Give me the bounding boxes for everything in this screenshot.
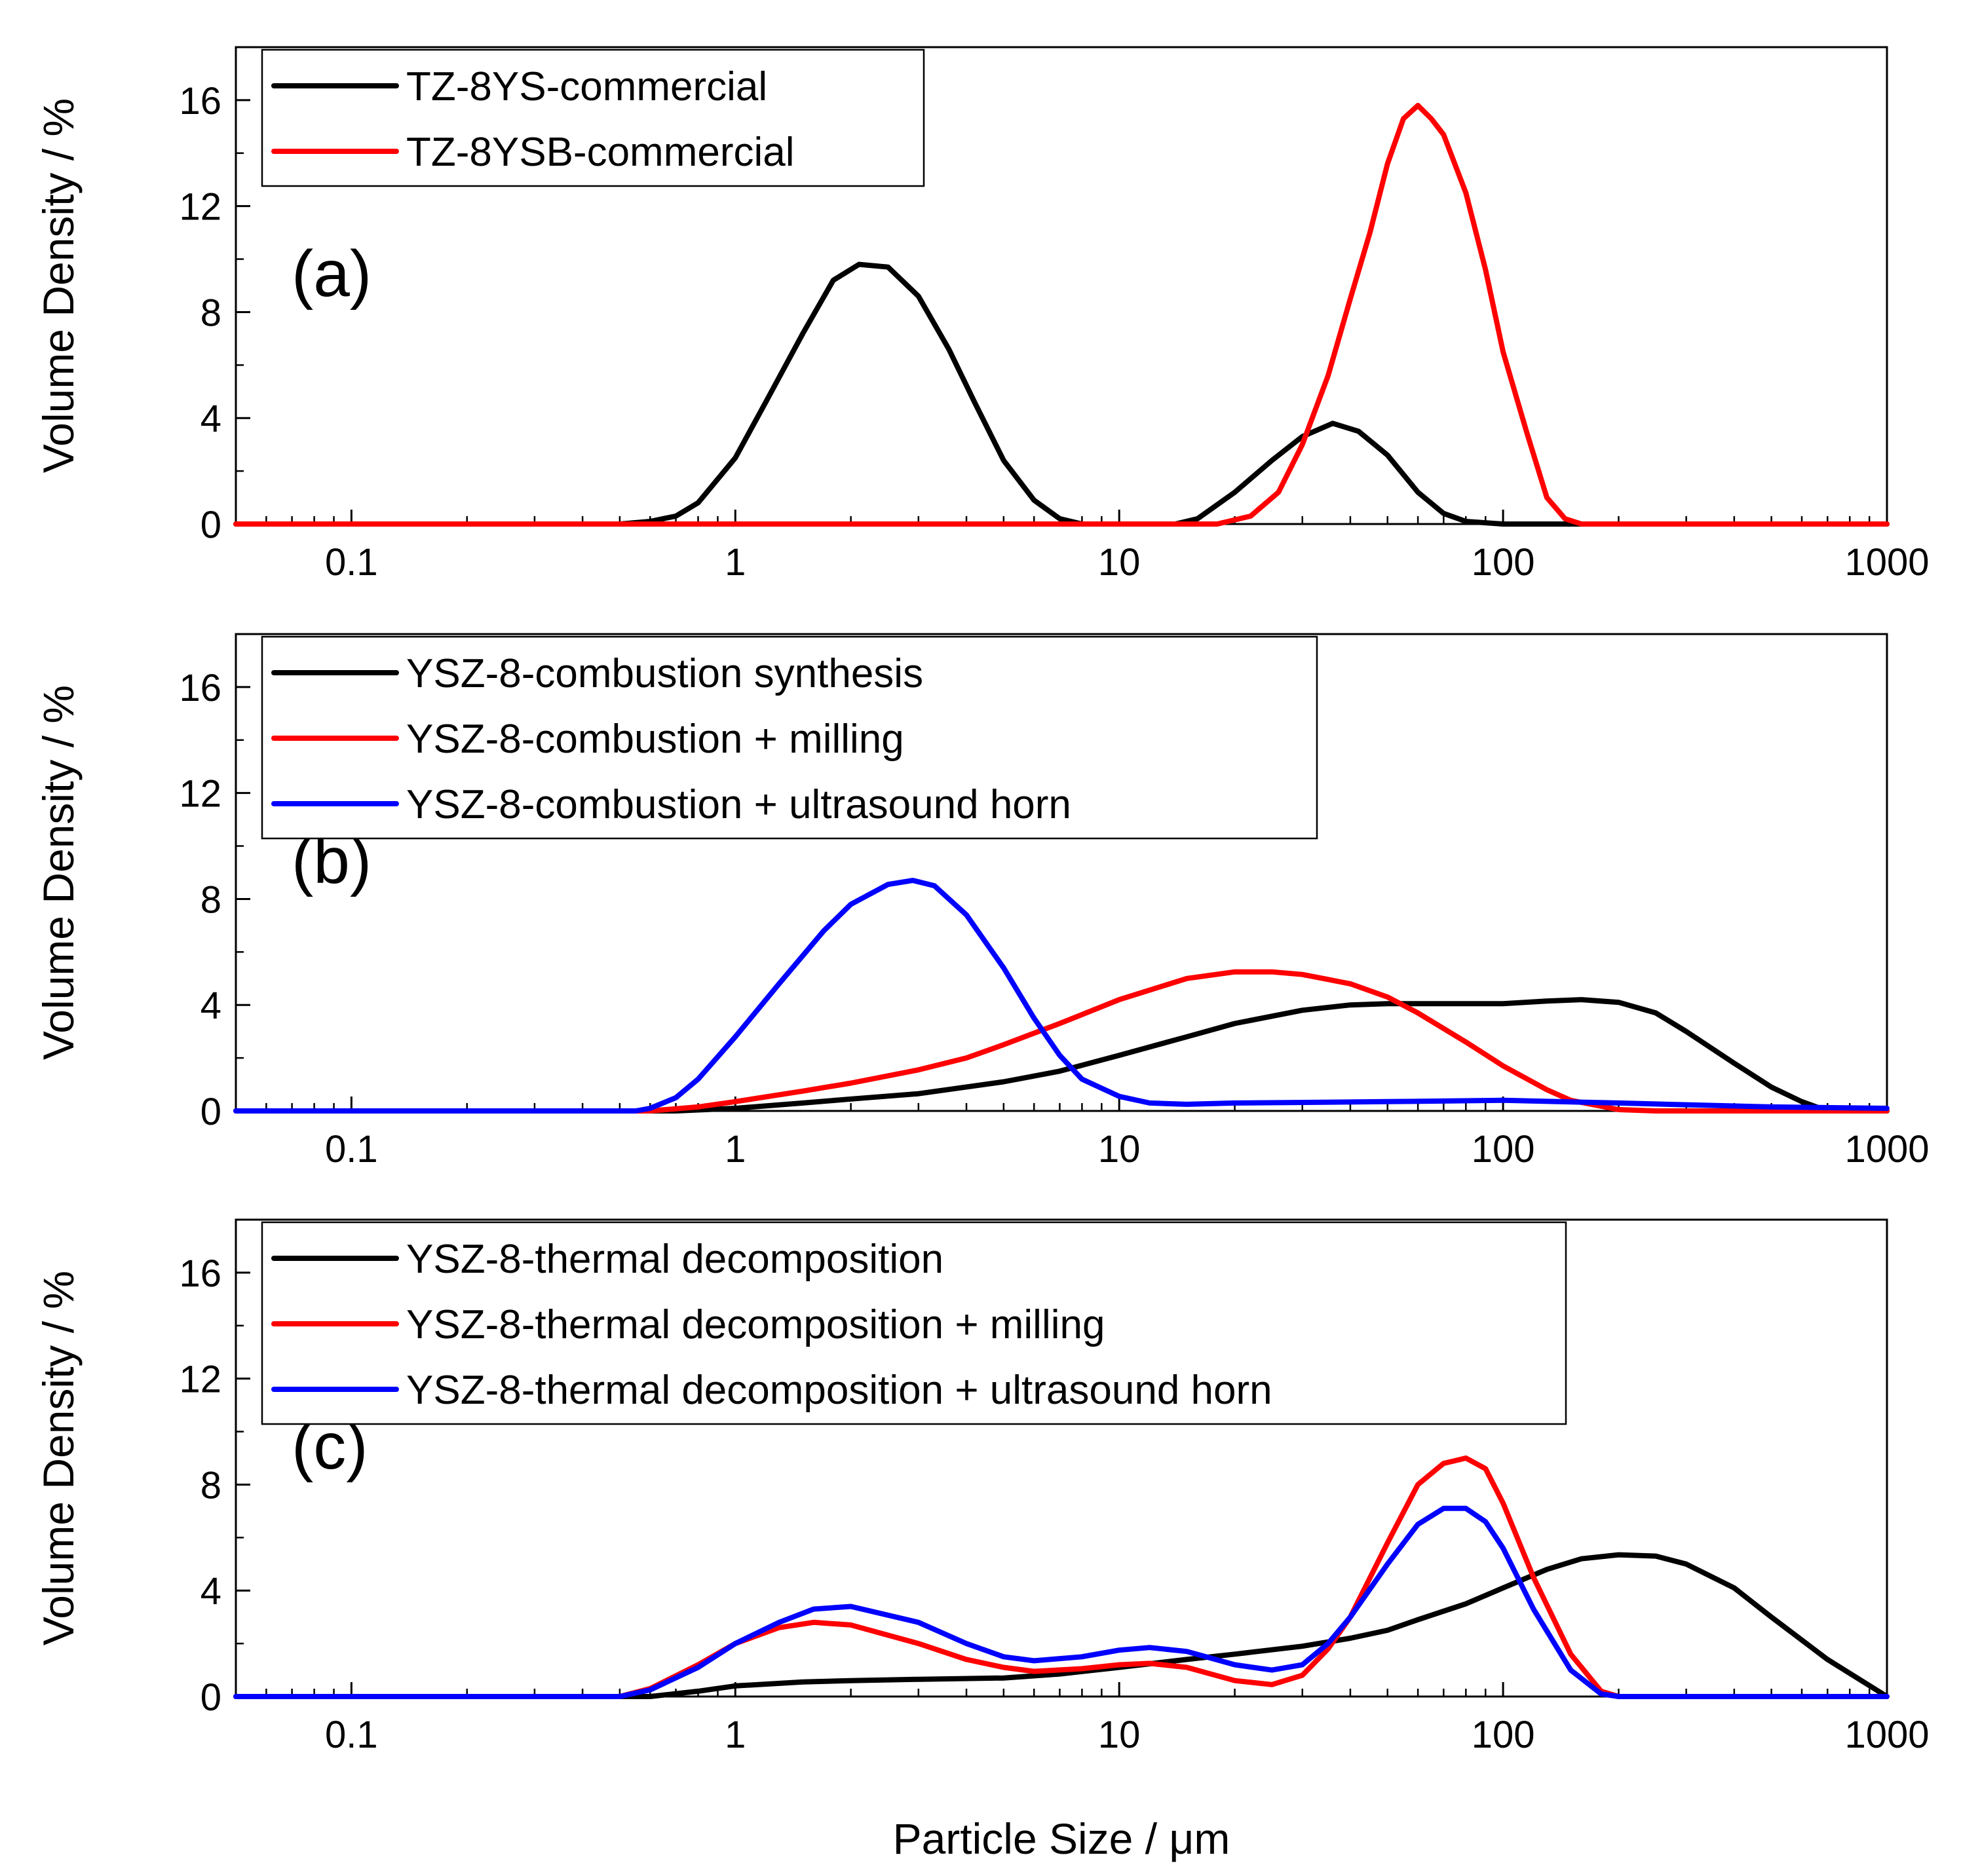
y-tick-label: 4 (200, 398, 221, 440)
legend-label-1: YSZ-8-combustion synthesis (406, 651, 923, 696)
y-tick-label: 16 (179, 1252, 221, 1295)
series-line-2 (233, 969, 1890, 1114)
x-tick-label: 100 (1472, 1128, 1535, 1171)
x-tick-label: 1000 (1844, 1714, 1929, 1756)
legend-label-2: TZ-8YSB-commercial (406, 130, 795, 175)
x-tick-label: 0.1 (325, 1128, 378, 1171)
y-tick-label: 12 (179, 1359, 221, 1401)
legend-label-2: YSZ-8-combustion + milling (406, 717, 904, 762)
legend-label-3: YSZ-8-thermal decomposition + ultrasound… (406, 1368, 1272, 1413)
y-tick-label: 16 (179, 80, 221, 122)
y-axis-title: Volume Density / % (34, 1271, 83, 1645)
x-tick-label: 1 (725, 1714, 746, 1756)
y-tick-label: 0 (200, 1676, 221, 1719)
legend-label-1: YSZ-8-thermal decomposition (406, 1237, 943, 1282)
legend: TZ-8YS-commercial TZ-8YSB-commercial (261, 48, 925, 187)
x-tick-label: 1000 (1844, 541, 1929, 584)
y-tick-label: 16 (179, 667, 221, 709)
x-tick-label: 0.1 (325, 541, 378, 584)
y-tick-label: 8 (200, 1464, 221, 1507)
y-tick-label: 12 (179, 773, 221, 816)
panel-a: 0.1 1 10 100 1000 0 4 8 12 16 Volume Density / % (a… (34, 46, 1930, 584)
x-tick-label: 10 (1098, 1714, 1141, 1756)
plot-frame (235, 1218, 1888, 1698)
y-tick-label: 8 (200, 291, 221, 334)
series-line-3 (233, 878, 1890, 1114)
legend: YSZ-8-combustion synthesis YSZ-8-combusti… (261, 635, 1318, 840)
legend-label-3: YSZ-8-combustion + ultrasound horn (406, 782, 1071, 827)
y-axis-title: Volume Density / % (34, 98, 83, 473)
series-line-2 (233, 103, 1890, 527)
x-tick-label: 100 (1472, 541, 1535, 584)
series-line-3 (233, 1505, 1890, 1699)
series-line-1 (233, 997, 1890, 1114)
x-tick-label: 10 (1098, 1128, 1141, 1171)
series-line-1 (233, 1552, 1890, 1699)
y-axis-title: Volume Density / % (34, 685, 83, 1060)
legend-box (261, 635, 1318, 840)
legend-label-1: TZ-8YS-commercial (406, 64, 767, 109)
legend-label-2: YSZ-8-thermal decomposition + milling (406, 1302, 1105, 1347)
legend: YSZ-8-thermal decomposition YSZ-8-thermal… (261, 1221, 1567, 1425)
x-tick-label: 1 (725, 1128, 746, 1171)
y-tick-label: 12 (179, 186, 221, 229)
y-tick-label: 4 (200, 1570, 221, 1613)
series-line-2 (233, 1455, 1890, 1699)
y-tick-label: 0 (200, 504, 221, 546)
x-axis-title: Particle Size / μm (893, 1814, 1230, 1863)
plot-frame (235, 633, 1888, 1112)
legend-box (261, 48, 925, 187)
x-tick-label: 1 (725, 541, 746, 584)
x-tick-label: 10 (1098, 541, 1141, 584)
legend-box (261, 1221, 1567, 1425)
y-tick-label: 0 (200, 1091, 221, 1133)
y-tick-label: 4 (200, 985, 221, 1027)
panel-label: (a) (292, 237, 371, 310)
series-line-1 (233, 261, 1890, 527)
y-tick-label: 8 (200, 878, 221, 921)
x-tick-label: 0.1 (325, 1714, 378, 1756)
x-tick-label: 1000 (1844, 1128, 1929, 1171)
x-tick-label: 100 (1472, 1714, 1535, 1756)
